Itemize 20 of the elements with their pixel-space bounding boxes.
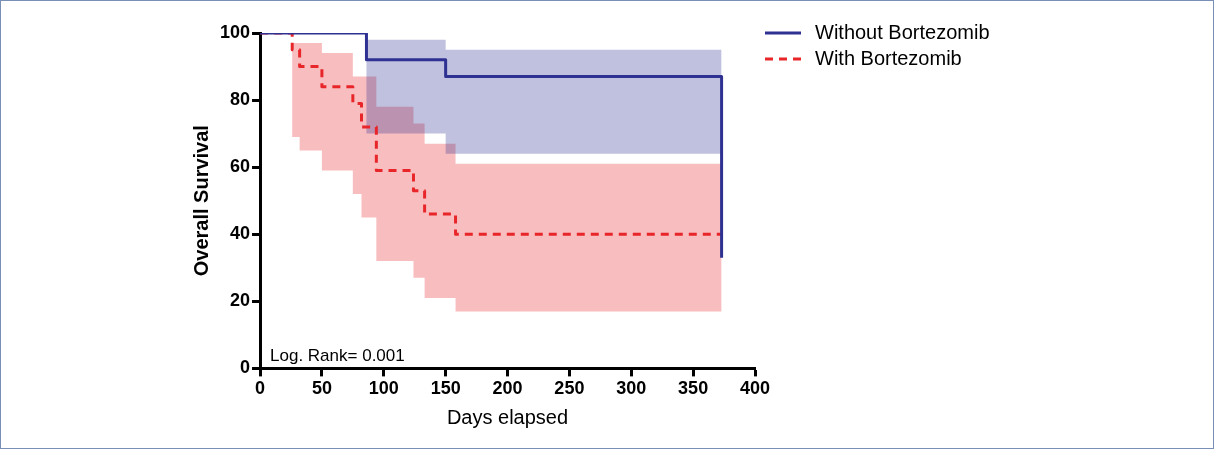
x-tick-label: 250: [554, 378, 585, 399]
x-tick-label: 400: [739, 378, 771, 399]
x-tick-label: 300: [616, 378, 647, 399]
legend-label: Without Bortezomib: [815, 20, 990, 43]
y-tick-label: 0: [240, 357, 251, 378]
y-tick-label: 60: [230, 156, 251, 177]
x-tick-label: 350: [678, 378, 709, 399]
y-tick-label: 40: [230, 223, 251, 244]
x-tick-label: 150: [430, 378, 461, 399]
y-axis-title: Overall Survival: [189, 125, 212, 277]
annotation: Log. Rank= 0.001: [270, 345, 405, 365]
x-tick-label: 100: [368, 378, 399, 399]
x-tick-label: 50: [311, 378, 332, 399]
x-tick-label: 0: [255, 378, 266, 399]
y-tick-label: 20: [230, 290, 251, 311]
y-tick-label: 80: [230, 89, 251, 110]
x-tick-label: 200: [492, 378, 523, 399]
x-axis-title: Days elapsed: [446, 405, 569, 428]
legend-label: With Bortezomib: [815, 46, 962, 69]
y-tick-label: 100: [219, 21, 251, 42]
